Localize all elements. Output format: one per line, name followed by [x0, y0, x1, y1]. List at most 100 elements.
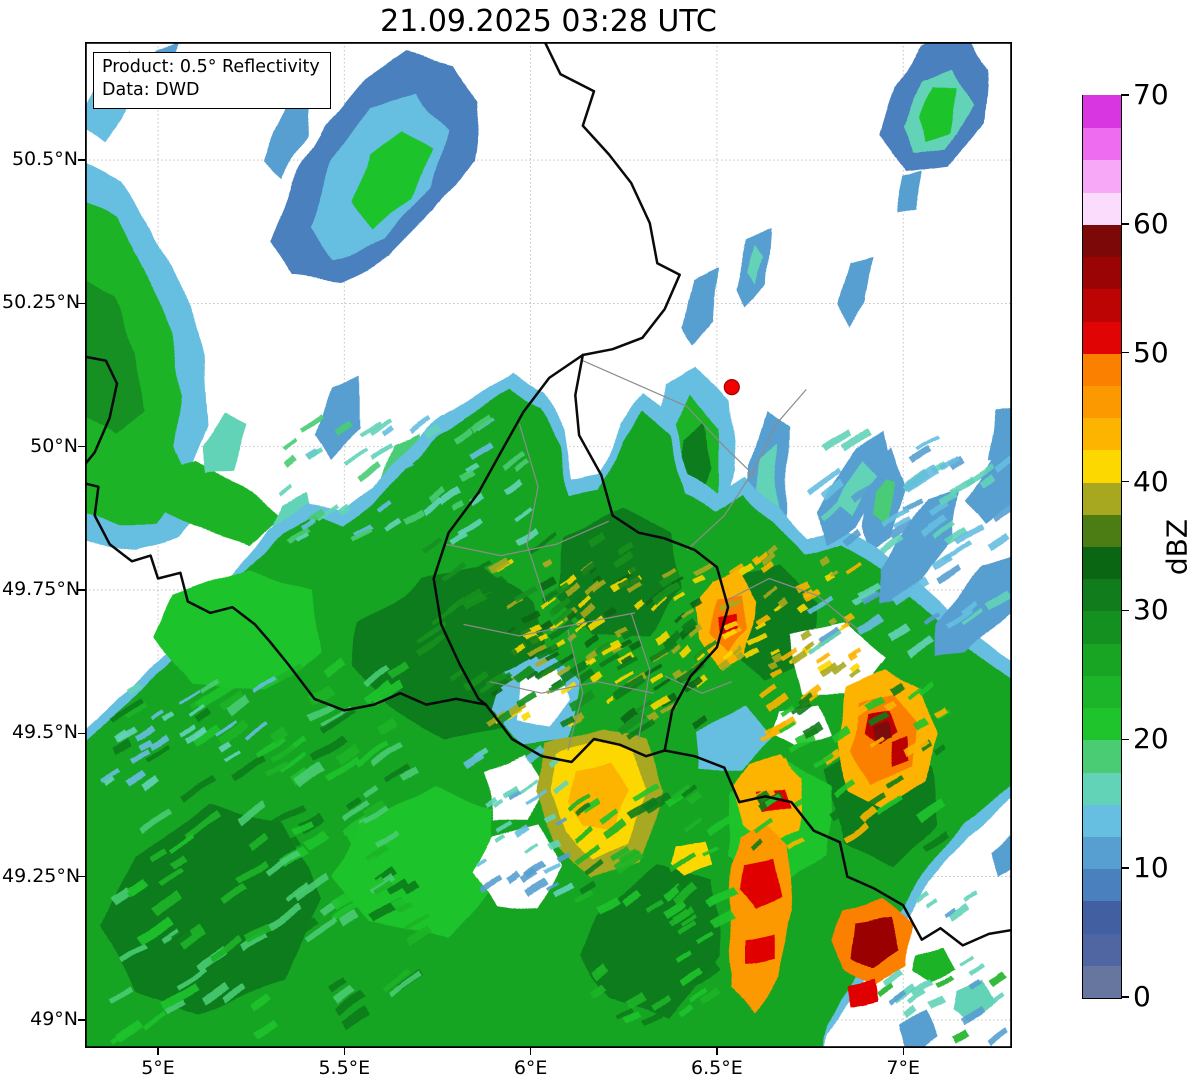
x-axis-tick: [529, 1048, 532, 1055]
annotation-product-line: Product: 0.5° Reflectivity: [102, 57, 320, 77]
colorbar-segment: [1083, 514, 1121, 547]
echo-tr-cell-core: [917, 85, 956, 144]
echo-right-dark: [869, 721, 887, 746]
figure-title: 21.09.2025 03:28 UTC: [380, 4, 717, 39]
echo-pair-a: [682, 268, 718, 345]
x-axis-tick: [343, 1048, 345, 1055]
echo-ne-streak-1b: [835, 463, 878, 517]
x-axis-tick: [902, 1048, 904, 1055]
colorbar-segment: [1083, 804, 1121, 837]
colorbar-segment: [1083, 675, 1121, 709]
echo-br-dark: [850, 916, 901, 969]
y-axis-tick: [78, 445, 85, 448]
colorbar-segment: [1083, 965, 1121, 998]
colorbar-tick-label: 0: [1133, 980, 1151, 1013]
map-plot: Product: 0.5° Reflectivity Data: DWD: [85, 42, 1012, 1048]
echo-light-2: [332, 784, 498, 941]
x-axis-tick: [716, 1048, 718, 1055]
colorbar-unit-label: dBZ: [1160, 518, 1194, 576]
y-tick-label: 49.5°N: [11, 721, 78, 744]
colorbar-segment: [1083, 320, 1121, 354]
colorbar-tick: [1121, 352, 1129, 354]
colorbar-segment: [1083, 707, 1121, 741]
colorbar-segment: [1083, 546, 1121, 580]
y-tick-label: 49°N: [30, 1007, 78, 1030]
y-axis-tick: [78, 589, 85, 591]
colorbar-segment: [1083, 127, 1121, 161]
colorbar-tick-label: 20: [1133, 722, 1169, 756]
x-tick-label: 6°E: [513, 1057, 548, 1079]
colorbar-segment: [1083, 353, 1121, 386]
echo-west-band-core: [85, 279, 144, 436]
echo-cyan-streak-1: [694, 703, 770, 774]
echo-cell-g: [895, 170, 923, 213]
colorbar-tick: [1121, 996, 1129, 998]
echo-right-r2: [887, 738, 908, 769]
echo-scatter-4: [988, 835, 1012, 878]
x-axis-tick: [157, 1048, 159, 1055]
colorbar-segment: [1083, 288, 1121, 322]
colorbar-segment: [1083, 900, 1121, 934]
echo-scatter-1: [913, 944, 957, 987]
country-borders: [85, 42, 1012, 947]
x-tick-label: 7°E: [886, 1057, 920, 1079]
colorbar-segment: [1083, 771, 1121, 805]
x-tick-label: 5°E: [141, 1057, 175, 1079]
colorbar-tick: [1121, 480, 1129, 483]
colorbar-segment: [1083, 256, 1121, 290]
colorbar-gradient: [1083, 95, 1121, 998]
echo-col-red2: [742, 933, 774, 964]
echo-col-red1: [738, 858, 781, 906]
colorbar-segment: [1083, 224, 1121, 258]
y-axis-tick: [78, 302, 85, 305]
colorbar-segment: [1083, 385, 1121, 419]
colorbar-segment: [1083, 449, 1121, 483]
y-axis-tick: [78, 1019, 85, 1021]
echo-cell-b: [317, 377, 360, 460]
station-marker-dot: [723, 379, 740, 396]
colorbar-tick-label: 30: [1133, 593, 1169, 627]
y-tick-label: 49.25°N: [2, 864, 81, 887]
echo-connector: [157, 463, 282, 545]
colorbar-segment: [1083, 868, 1121, 902]
colorbar: [1082, 95, 1122, 999]
colorbar-segment: [1083, 578, 1121, 612]
colorbar-segment: [1083, 836, 1121, 870]
colorbar-tick: [1121, 609, 1129, 612]
colorbar-tick: [1121, 867, 1129, 869]
annotation-source-line: Data: DWD: [102, 80, 200, 101]
product-annotation-box: Product: 0.5° Reflectivity Data: DWD: [93, 52, 331, 109]
plot-frame: [85, 42, 1012, 1048]
y-axis-tick: [78, 159, 85, 161]
y-tick-label: 50.5°N: [11, 148, 78, 171]
x-tick-label: 6.5°E: [691, 1057, 743, 1079]
colorbar-tick: [1121, 738, 1129, 740]
colorbar-segment: [1083, 933, 1121, 966]
echo-band-offshoot: [202, 411, 249, 477]
y-tick-label: 50°N: [30, 434, 78, 457]
colorbar-segment: [1083, 739, 1121, 773]
y-axis-tick: [78, 875, 85, 878]
echo-cell-f: [988, 408, 1012, 459]
radar-reflectivity-map: [85, 42, 1012, 1048]
colorbar-segment: [1083, 643, 1121, 676]
echo-br-red: [846, 979, 878, 1010]
x-tick-label: 5.5°E: [318, 1057, 371, 1079]
colorbar-tick-label: 70: [1133, 78, 1169, 111]
colorbar-segment: [1083, 610, 1121, 644]
echo-pair-b2: [746, 244, 763, 288]
y-tick-label: 50.25°N: [2, 291, 81, 314]
echo-nw-cell-core: [354, 130, 431, 230]
colorbar-tick-label: 40: [1133, 464, 1169, 498]
echo-scatter-3: [898, 1013, 938, 1048]
echo-cell-d: [839, 256, 875, 328]
colorbar-segment: [1083, 95, 1121, 129]
y-axis-tick: [78, 732, 85, 734]
colorbar-segment: [1083, 159, 1121, 193]
district-borders: [444, 360, 859, 751]
colorbar-segment: [1083, 192, 1121, 225]
colorbar-segment: [1083, 417, 1121, 451]
colorbar-segment: [1083, 482, 1121, 515]
colorbar-tick: [1121, 94, 1129, 96]
